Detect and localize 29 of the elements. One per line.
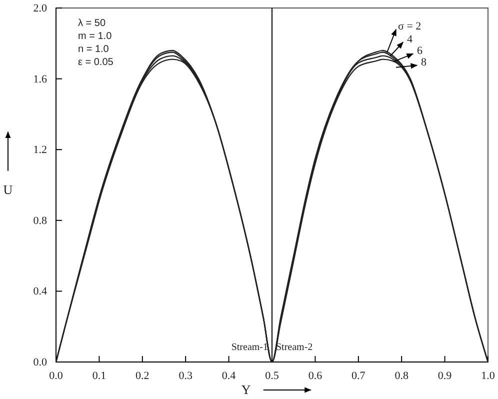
x-tick-label: 0.1 [92, 370, 106, 382]
annotation: Stream-2 [276, 342, 313, 353]
annotation: ε = 0.05 [78, 57, 114, 68]
y-tick-label: 2.0 [33, 2, 48, 15]
x-tick-label: 0.7 [352, 370, 366, 382]
x-tick-label: 0.6 [308, 370, 323, 382]
x-tick-label: 0.5 [265, 370, 280, 382]
x-tick-label: 0.8 [394, 370, 409, 382]
x-tick-label: 0.9 [438, 370, 452, 382]
annotation: m = 1.0 [78, 31, 112, 42]
x-tick-label: 0.2 [136, 370, 150, 382]
y-tick-label: 1.2 [33, 144, 47, 156]
annotation: Stream-1 [231, 342, 268, 353]
x-axis-title: Y [241, 382, 252, 397]
x-tick-label: 0.4 [222, 370, 236, 382]
y-tick-label: 0.0 [33, 356, 48, 369]
series-label: 6 [417, 44, 424, 57]
annotation: n = 1.0 [78, 44, 110, 55]
y-tick-label: 0.4 [33, 286, 48, 298]
text: σ = 2 [398, 20, 422, 32]
x-tick-label: 1.0 [481, 370, 496, 382]
y-tick-label: 1.6 [33, 73, 48, 86]
annotation: λ = 50 [78, 18, 106, 29]
x-tick-label: 0.3 [178, 370, 193, 382]
y-axis-title: U [3, 182, 14, 197]
y-tick-label: 0.8 [33, 214, 48, 227]
series-label: 4 [407, 33, 414, 46]
series-label: 8 [421, 56, 428, 68]
x-tick-label: 0.0 [49, 370, 64, 382]
